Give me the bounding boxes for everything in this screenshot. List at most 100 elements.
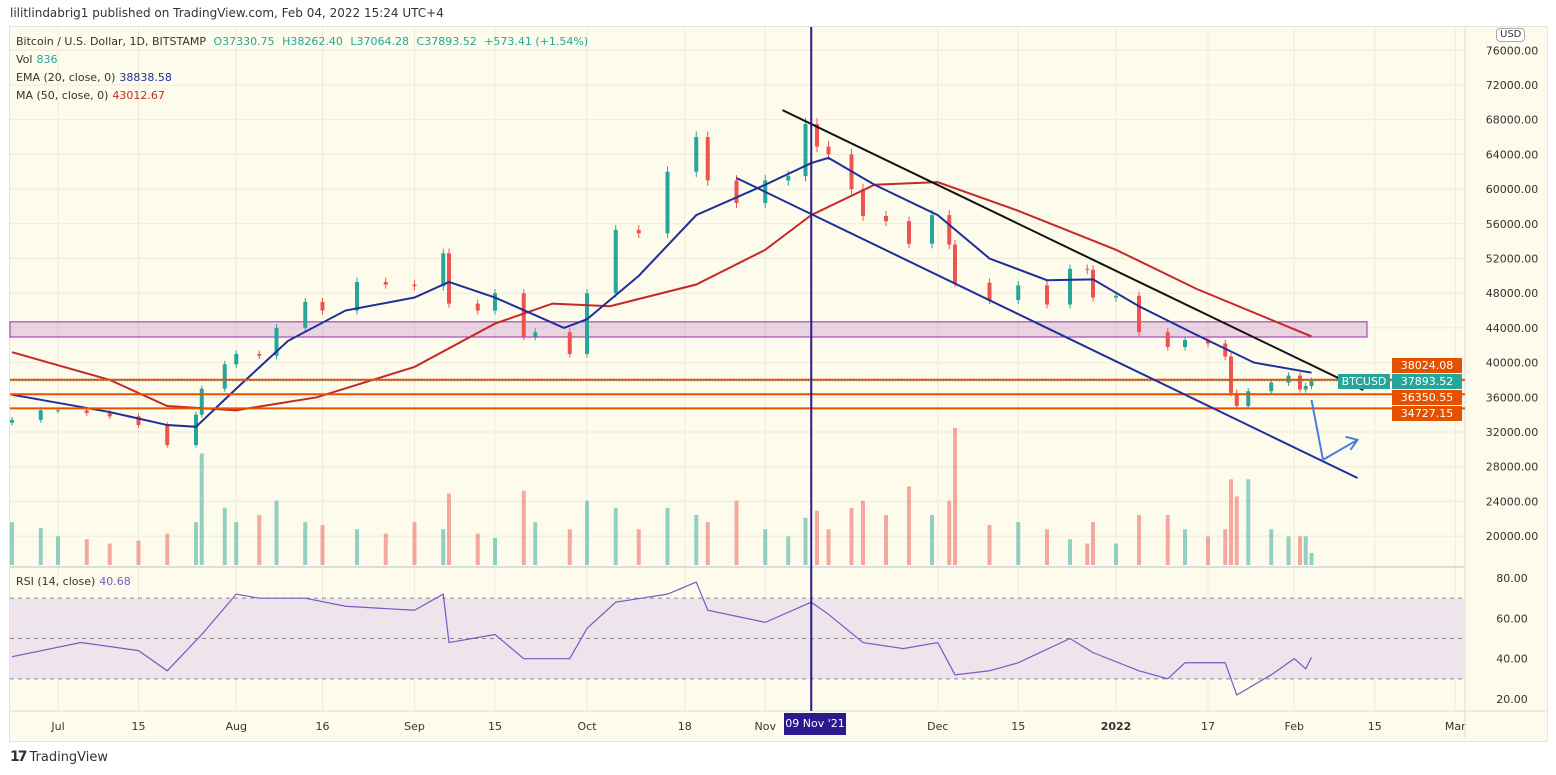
candle bbox=[533, 332, 538, 337]
tv-logo-icon: 17 bbox=[10, 749, 28, 765]
last-price-label: 37893.52 bbox=[1392, 374, 1462, 389]
volume-bar bbox=[953, 427, 957, 565]
volume-bar bbox=[475, 533, 480, 565]
candle bbox=[1183, 340, 1187, 347]
candle bbox=[1298, 375, 1302, 390]
volume-bar bbox=[826, 529, 831, 565]
level-label-2: 36350.55 bbox=[1392, 390, 1462, 405]
volume-bar bbox=[1286, 536, 1291, 565]
candle bbox=[274, 327, 279, 356]
candle bbox=[987, 282, 992, 301]
time-tick: Feb bbox=[1285, 720, 1304, 733]
time-tick: Sep bbox=[404, 720, 425, 733]
volume-bar bbox=[694, 515, 699, 565]
volume-bar bbox=[585, 500, 589, 565]
symbol-price-tag: BTCUSD bbox=[1338, 374, 1390, 389]
price-tick: 76000.00 bbox=[1486, 44, 1539, 57]
volume-bar bbox=[1068, 539, 1072, 565]
time-tick: 17 bbox=[1201, 720, 1215, 733]
price-tick: 32000.00 bbox=[1486, 426, 1539, 439]
price-tick: 48000.00 bbox=[1486, 287, 1539, 300]
vol-label: Vol bbox=[16, 53, 33, 66]
rsi-tick: 60.00 bbox=[1496, 612, 1528, 625]
price-tick: 44000.00 bbox=[1486, 322, 1539, 335]
candle bbox=[1229, 356, 1233, 393]
volume-bar bbox=[1183, 529, 1187, 565]
volume-bar bbox=[274, 500, 279, 565]
volume-bar bbox=[38, 527, 43, 565]
tradingview-logo[interactable]: 17 TradingView bbox=[10, 749, 108, 765]
candle bbox=[1269, 382, 1274, 392]
volume-bar bbox=[447, 493, 451, 565]
candle bbox=[786, 176, 791, 181]
candle bbox=[521, 293, 526, 337]
price-tick: 56000.00 bbox=[1486, 218, 1539, 231]
volume-bar bbox=[1303, 536, 1308, 565]
volume-bar bbox=[1045, 529, 1049, 565]
time-tick: Jul bbox=[50, 720, 64, 733]
time-tick: 18 bbox=[678, 720, 692, 733]
supply-zone bbox=[9, 321, 1368, 338]
ma-label: MA (50, close, 0) bbox=[16, 89, 109, 102]
ma-value: 43012.67 bbox=[112, 89, 165, 102]
candle bbox=[107, 412, 112, 417]
volume-bar bbox=[884, 515, 888, 565]
time-tick: Mar bbox=[1445, 720, 1466, 733]
volume-bar bbox=[199, 453, 204, 565]
volume-bar bbox=[222, 507, 227, 565]
candle bbox=[493, 293, 497, 311]
time-tick: 15 bbox=[1368, 720, 1382, 733]
candle bbox=[194, 414, 198, 446]
volume-bar bbox=[1269, 529, 1274, 565]
candle bbox=[56, 410, 60, 412]
candle bbox=[320, 301, 325, 311]
candle bbox=[303, 301, 308, 328]
volume-bar bbox=[533, 522, 538, 565]
volume-bar bbox=[383, 533, 388, 565]
close-value: C37893.52 bbox=[416, 35, 477, 48]
volume-bar bbox=[665, 507, 670, 565]
candle bbox=[1234, 392, 1239, 406]
volume-bar bbox=[1246, 479, 1251, 565]
candle bbox=[665, 171, 670, 234]
volume-bar bbox=[907, 486, 911, 565]
candle bbox=[412, 284, 417, 287]
currency-badge[interactable]: USD bbox=[1496, 28, 1526, 42]
volume-bar bbox=[815, 510, 819, 565]
volume-bar bbox=[947, 500, 952, 565]
candle bbox=[1309, 380, 1314, 387]
volume-bar bbox=[412, 522, 417, 565]
candle bbox=[694, 137, 699, 172]
volume-bar bbox=[636, 529, 641, 565]
price-tick: 52000.00 bbox=[1486, 253, 1539, 266]
candle bbox=[1165, 332, 1170, 347]
candle bbox=[1303, 386, 1308, 390]
rsi-line bbox=[11, 581, 1313, 696]
ma50-line bbox=[11, 181, 1312, 412]
volume-bar bbox=[763, 529, 768, 565]
candle bbox=[1016, 285, 1021, 301]
candle bbox=[1068, 268, 1072, 305]
ema-label: EMA (20, close, 0) bbox=[16, 71, 116, 84]
projection-arrow bbox=[1310, 399, 1359, 462]
volume-bar bbox=[613, 507, 618, 565]
time-tick: 16 bbox=[316, 720, 330, 733]
volume-bar bbox=[355, 529, 359, 565]
price-tick: 72000.00 bbox=[1486, 79, 1539, 92]
price-tick: 36000.00 bbox=[1486, 391, 1539, 404]
time-tick: Aug bbox=[226, 720, 247, 733]
symbol-title: Bitcoin / U.S. Dollar, 1D, BITSTAMP bbox=[16, 35, 206, 48]
candle bbox=[1246, 391, 1251, 406]
volume-bar bbox=[493, 537, 497, 565]
price-tick: 60000.00 bbox=[1486, 183, 1539, 196]
volume-bar bbox=[303, 522, 308, 565]
rsi-legend: RSI (14, close) 40.68 bbox=[16, 575, 135, 588]
time-tick: 2022 bbox=[1101, 720, 1132, 733]
ema-value: 38838.58 bbox=[119, 71, 172, 84]
volume-bar bbox=[849, 507, 854, 565]
brand-name: TradingView bbox=[29, 749, 109, 765]
candle bbox=[826, 146, 831, 155]
rsi-tick: 80.00 bbox=[1496, 572, 1528, 585]
candle bbox=[1045, 285, 1049, 305]
